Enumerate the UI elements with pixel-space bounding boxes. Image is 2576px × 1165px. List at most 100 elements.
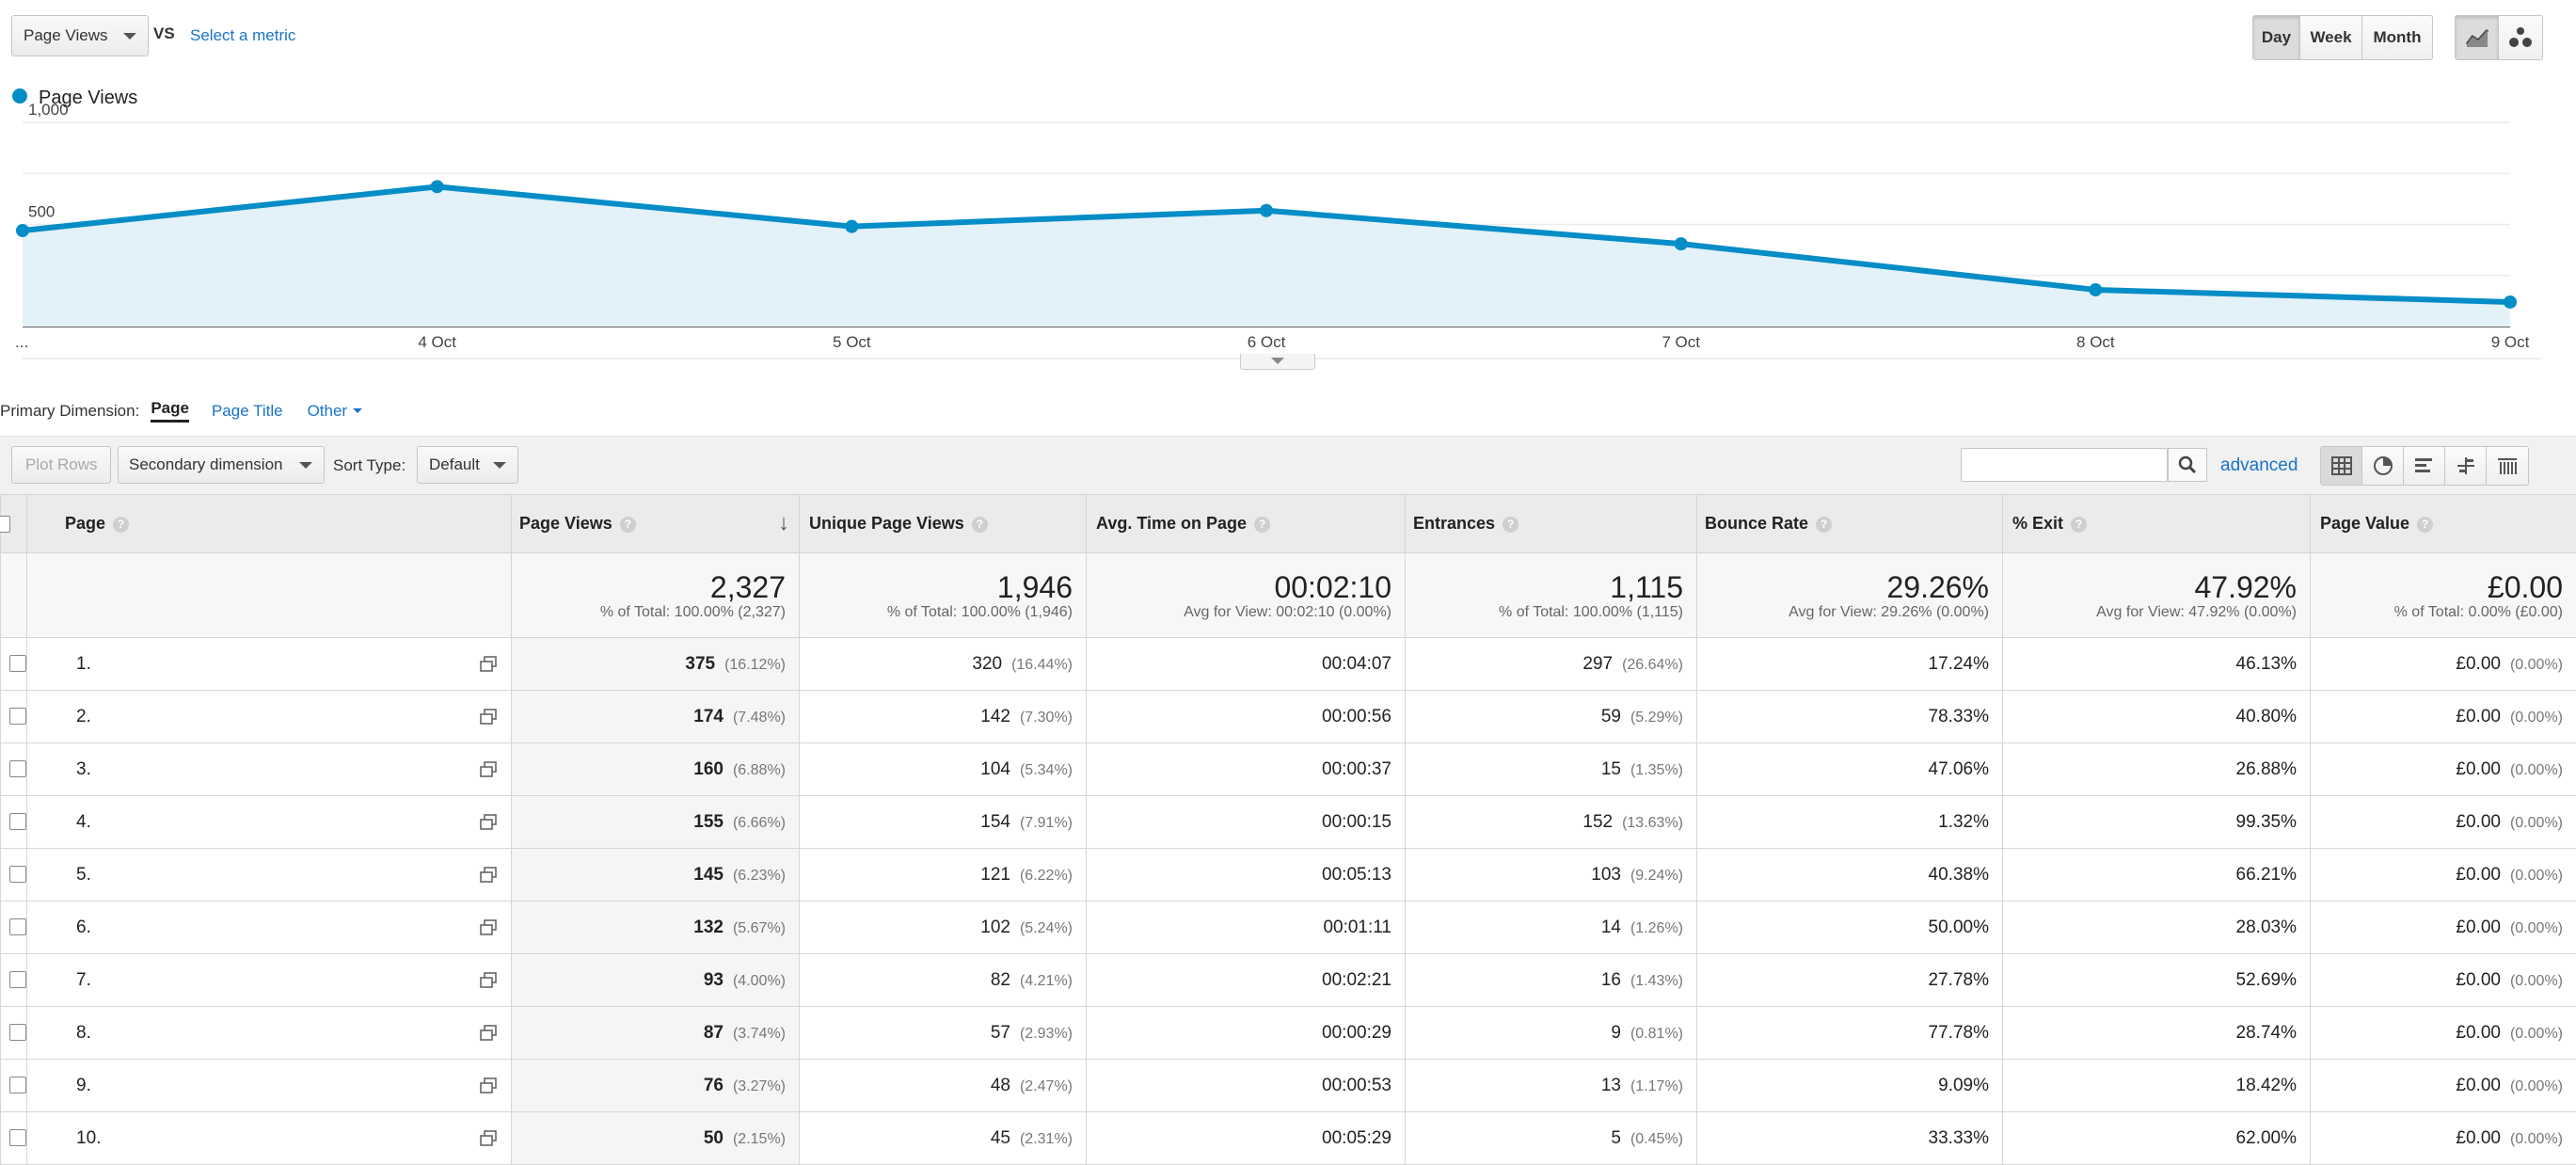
dimension-page-title[interactable]: Page Title (212, 402, 283, 421)
open-page-icon[interactable] (479, 1077, 498, 1094)
open-page-icon[interactable] (479, 656, 498, 673)
page-cell[interactable]: 7. (27, 954, 512, 1007)
line-chart-button[interactable] (2456, 16, 2499, 59)
search-icon (2178, 455, 2197, 474)
open-page-icon[interactable] (479, 867, 498, 884)
secondary-dimension-dropdown[interactable]: Secondary dimension (118, 446, 325, 484)
row-checkbox[interactable] (9, 971, 26, 988)
col-header-page-value[interactable]: Page Value? (2311, 495, 2576, 553)
row-checkbox[interactable] (9, 813, 26, 830)
page-cell[interactable]: 4. (27, 796, 512, 849)
row-checkbox[interactable] (9, 1129, 26, 1146)
exit-cell: 26.88% (2003, 743, 2311, 796)
help-icon[interactable]: ? (620, 517, 636, 533)
page-views-cell: 155(6.66%) (512, 796, 800, 849)
advanced-search-link[interactable]: advanced (2220, 455, 2298, 476)
select-all-cell (1, 495, 27, 553)
page-cell[interactable]: 10. (27, 1112, 512, 1165)
col-header-entrances[interactable]: Entrances? (1406, 495, 1697, 553)
open-page-icon[interactable] (479, 1025, 498, 1042)
help-icon[interactable]: ? (1254, 517, 1270, 533)
table-search-input[interactable] (1961, 448, 2168, 482)
col-header-unique-page-views[interactable]: Unique Page Views? (800, 495, 1087, 553)
open-page-icon[interactable] (479, 1130, 498, 1147)
month-button[interactable]: Month (2362, 16, 2432, 59)
open-page-icon[interactable] (479, 919, 498, 936)
data-table-view-button[interactable] (2321, 447, 2362, 485)
dimension-page[interactable]: Page (151, 399, 189, 423)
col-header-exit[interactable]: % Exit? (2003, 495, 2311, 553)
page-views-cell: 375(16.12%) (512, 638, 800, 691)
exit-cell: 46.13% (2003, 638, 2311, 691)
row-checkbox[interactable] (9, 1024, 26, 1041)
bounce-rate-cell: 9.09% (1697, 1060, 2003, 1112)
open-page-icon[interactable] (479, 709, 498, 726)
row-checkbox[interactable] (9, 1077, 26, 1093)
page-cell[interactable]: 5. (27, 849, 512, 902)
row-checkbox[interactable] (9, 866, 26, 883)
col-header-page-views[interactable]: Page Views? ↓ (512, 495, 800, 553)
help-icon[interactable]: ? (113, 517, 129, 533)
row-checkbox[interactable] (9, 760, 26, 777)
row-checkbox-cell (1, 743, 27, 796)
row-checkbox-cell (1, 954, 27, 1007)
row-checkbox[interactable] (9, 918, 26, 935)
help-icon[interactable]: ? (1816, 517, 1832, 533)
row-checkbox[interactable] (9, 708, 26, 725)
sort-type-dropdown[interactable]: Default (417, 446, 518, 484)
percentage-view-button[interactable] (2362, 447, 2404, 485)
comparison-view-button[interactable] (2445, 447, 2487, 485)
motion-chart-button[interactable] (2499, 16, 2542, 59)
open-page-icon[interactable] (479, 972, 498, 989)
entrances-cell: 152(13.63%) (1406, 796, 1697, 849)
col-header-bounce-rate[interactable]: Bounce Rate? (1697, 495, 2003, 553)
search-button[interactable] (2168, 448, 2207, 482)
week-button[interactable]: Week (2300, 16, 2362, 59)
day-button[interactable]: Day (2253, 16, 2300, 59)
row-checkbox-cell (1, 1112, 27, 1165)
page-cell[interactable]: 9. (27, 1060, 512, 1112)
select-metric-link[interactable]: Select a metric (190, 26, 295, 45)
performance-view-button[interactable] (2404, 447, 2445, 485)
help-icon[interactable]: ? (2071, 517, 2087, 533)
page-cell[interactable]: 3. (27, 743, 512, 796)
bounce-rate-cell: 50.00% (1697, 902, 2003, 954)
x-tick-label: ... (15, 333, 28, 351)
pivot-view-button[interactable] (2487, 447, 2528, 485)
page-views-value: 93 (704, 970, 724, 990)
avg-time-cell: 00:00:37 (1087, 743, 1406, 796)
help-icon[interactable]: ? (2417, 517, 2433, 533)
page-cell[interactable]: 8. (27, 1007, 512, 1060)
select-all-checkbox[interactable] (0, 516, 10, 533)
page-cell[interactable]: 2. (27, 691, 512, 743)
open-page-icon[interactable] (479, 761, 498, 778)
col-header-avg-time[interactable]: Avg. Time on Page? (1087, 495, 1406, 553)
page-views-value: 155 (693, 812, 724, 832)
row-checkbox[interactable] (9, 655, 26, 672)
plot-rows-button[interactable]: Plot Rows (11, 446, 111, 484)
help-icon[interactable]: ? (972, 517, 988, 533)
page-value-cell: £0.00(0.00%) (2311, 954, 2576, 1007)
page-views-pct: (2.15%) (733, 1131, 786, 1147)
col-header-page[interactable]: Page? (27, 495, 512, 553)
page-views-cell: 50(2.15%) (512, 1112, 800, 1165)
chart-collapse-handle[interactable] (1240, 354, 1315, 370)
open-page-icon[interactable] (479, 814, 498, 831)
page-cell[interactable]: 6. (27, 902, 512, 954)
dimension-other[interactable]: Other (308, 402, 348, 421)
metric-dropdown[interactable]: Page Views (11, 15, 149, 56)
page-cell[interactable]: 1. (27, 638, 512, 691)
help-icon[interactable]: ? (1503, 517, 1519, 533)
